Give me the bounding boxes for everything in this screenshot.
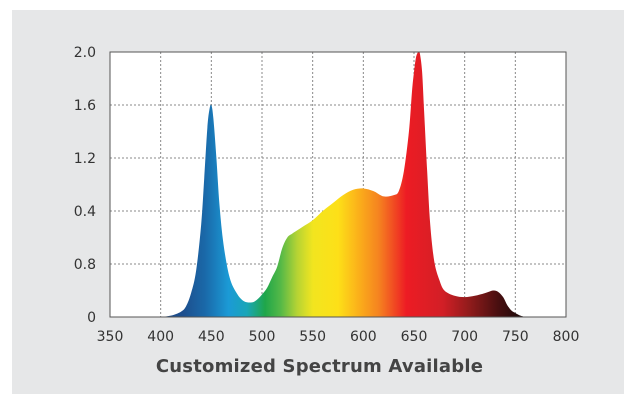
x-tick-label: 750	[502, 329, 529, 345]
x-tick-label: 700	[451, 329, 478, 345]
x-tick-label: 650	[401, 329, 428, 345]
spectrum-area	[160, 51, 526, 317]
x-tick-label: 800	[553, 329, 580, 345]
x-tick-label: 600	[350, 329, 377, 345]
plot-frame	[109, 51, 567, 318]
x-tick-label: 450	[198, 329, 225, 345]
x-tick-label: 500	[249, 329, 276, 345]
y-tick-label: 0.4	[74, 204, 96, 220]
x-tick-label: 400	[147, 329, 174, 345]
chart-caption: Customized Spectrum Available	[155, 356, 484, 377]
y-tick-label: 1.6	[74, 98, 96, 114]
y-tick-label: 2.0	[74, 45, 96, 61]
x-tick-label: 550	[299, 329, 326, 345]
y-tick-label: 0.8	[74, 257, 96, 273]
y-tick-label: 1.2	[74, 151, 96, 167]
y-axis-ticks: 0 0.8 0.4 1.2 1.6 2.0	[74, 45, 96, 326]
x-tick-label: 350	[97, 329, 124, 345]
y-tick-label: 0	[87, 310, 96, 326]
x-axis-ticks: 350 400 450 500 550 600 650 700 750 800	[97, 329, 580, 345]
